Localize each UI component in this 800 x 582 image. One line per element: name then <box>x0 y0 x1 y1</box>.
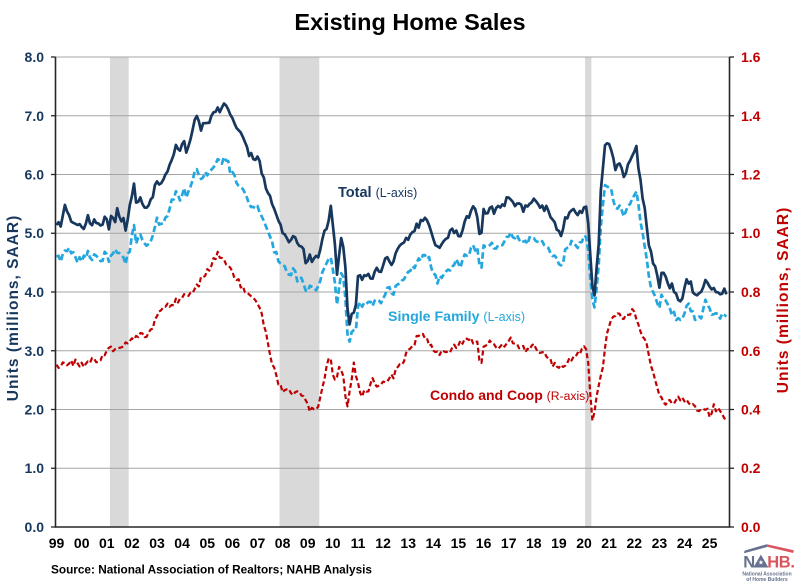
svg-text:2.0: 2.0 <box>25 402 45 418</box>
svg-text:02: 02 <box>124 535 140 551</box>
svg-text:22: 22 <box>627 535 643 551</box>
svg-text:08: 08 <box>275 535 291 551</box>
svg-text:0.8: 0.8 <box>741 284 761 300</box>
svg-text:11: 11 <box>351 535 366 551</box>
svg-text:Source: National Association o: Source: National Association of Realtors… <box>51 563 372 577</box>
svg-text:13: 13 <box>400 535 416 551</box>
svg-text:0.0: 0.0 <box>25 519 45 535</box>
svg-text:21: 21 <box>601 535 617 551</box>
svg-text:25: 25 <box>702 535 718 551</box>
svg-text:National Association: National Association <box>742 571 791 577</box>
svg-text:Single Family (L-axis): Single Family (L-axis) <box>388 309 525 325</box>
svg-text:1.0: 1.0 <box>25 460 45 476</box>
svg-text:12: 12 <box>375 535 391 551</box>
svg-text:00: 00 <box>74 535 90 551</box>
svg-text:4.0: 4.0 <box>25 284 45 300</box>
svg-text:1.6: 1.6 <box>741 49 761 65</box>
svg-text:Condo and Coop (R-axis): Condo and Coop (R-axis) <box>430 387 589 403</box>
svg-text:1.4: 1.4 <box>741 108 761 124</box>
svg-text:of Home Builders: of Home Builders <box>746 577 788 582</box>
svg-text:16: 16 <box>476 535 492 551</box>
svg-text:23: 23 <box>652 535 668 551</box>
svg-text:0.6: 0.6 <box>741 343 761 359</box>
svg-text:99: 99 <box>49 535 65 551</box>
svg-text:8.0: 8.0 <box>25 49 45 65</box>
svg-text:Units (millions, SAAR): Units (millions, SAAR) <box>775 207 792 393</box>
svg-text:18: 18 <box>526 535 542 551</box>
svg-text:04: 04 <box>174 535 190 551</box>
svg-text:14: 14 <box>426 535 442 551</box>
svg-text:06: 06 <box>225 535 241 551</box>
svg-text:7.0: 7.0 <box>25 108 45 124</box>
svg-text:1.0: 1.0 <box>741 225 761 241</box>
svg-text:3.0: 3.0 <box>25 343 45 359</box>
svg-text:0.2: 0.2 <box>741 460 761 476</box>
svg-text:Units (millions, SAAR): Units (millions, SAAR) <box>5 215 22 401</box>
svg-text:19: 19 <box>551 535 567 551</box>
svg-text:03: 03 <box>149 535 165 551</box>
svg-text:1.2: 1.2 <box>741 167 761 183</box>
svg-text:N: N <box>743 554 755 572</box>
svg-text:05: 05 <box>200 535 216 551</box>
svg-text:6.0: 6.0 <box>25 167 45 183</box>
svg-text:5.0: 5.0 <box>25 225 45 241</box>
svg-text:Existing Home Sales: Existing Home Sales <box>294 9 525 35</box>
svg-text:24: 24 <box>677 535 693 551</box>
svg-text:0.0: 0.0 <box>741 519 761 535</box>
svg-text:20: 20 <box>576 535 592 551</box>
svg-text:07: 07 <box>250 535 266 551</box>
svg-text:HB.: HB. <box>767 554 795 572</box>
svg-text:09: 09 <box>300 535 316 551</box>
svg-text:01: 01 <box>99 535 115 551</box>
svg-text:17: 17 <box>501 535 517 551</box>
svg-text:Total (L-axis): Total (L-axis) <box>338 185 417 201</box>
svg-text:10: 10 <box>325 535 341 551</box>
svg-text:15: 15 <box>451 535 467 551</box>
svg-text:0.4: 0.4 <box>741 402 761 418</box>
